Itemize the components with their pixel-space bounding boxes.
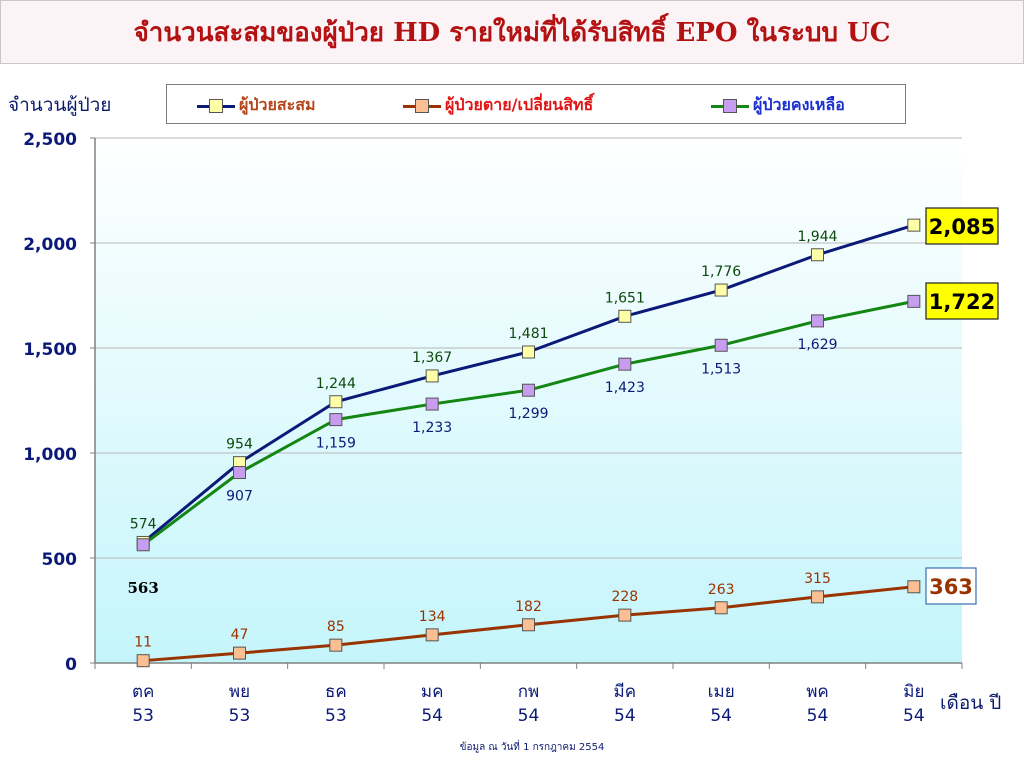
data-label-0: 1,244: [316, 376, 356, 392]
data-point-2: [425, 397, 439, 411]
data-label-1: 47: [231, 627, 249, 643]
legend-swatch: [197, 96, 235, 116]
end-value-box-2: [925, 282, 999, 320]
data-label-2: 1,233: [412, 420, 452, 436]
x-tick-label-year: 53: [325, 706, 347, 726]
y-tick-label: 1,000: [23, 445, 77, 465]
x-tick-label-year: 53: [132, 706, 154, 726]
end-value-label-0: 2,085: [929, 215, 995, 239]
data-label-2: 1,513: [701, 361, 741, 377]
data-point-2: [136, 538, 150, 552]
x-tick-label-month: พค: [806, 682, 829, 702]
data-point-1: [522, 618, 535, 632]
y-axis-title: จำนวนผู้ป่วย: [8, 94, 112, 116]
data-label-1: 11: [134, 635, 152, 651]
data-point-0: [714, 283, 728, 297]
x-tick-label-month: พย: [229, 682, 250, 702]
data-point-2: [907, 294, 921, 308]
data-label-2: 1,629: [797, 337, 837, 353]
data-point-2: [618, 357, 632, 371]
data-label-2: 1,159: [316, 436, 356, 452]
y-tick-label: 500: [42, 550, 78, 570]
data-label-0: 574: [130, 516, 157, 532]
data-point-1: [811, 590, 824, 604]
x-tick-label-month: มิย: [903, 682, 924, 702]
footnote: ข้อมูล ณ วันที่ 1 กรกฎาคม 2554: [459, 742, 605, 753]
data-label-1: 134: [419, 609, 446, 625]
x-tick-label-month: ธค: [325, 682, 347, 702]
data-point-2: [329, 413, 343, 427]
title-bar: [0, 0, 1024, 64]
legend-label: ผู้ป่วยตาย/เปลี่ยนสิทธิ์: [445, 95, 594, 114]
data-point-0: [811, 248, 824, 262]
data-point-1: [233, 646, 246, 660]
legend-label: ผู้ป่วยสะสม: [239, 95, 316, 114]
data-point-2: [714, 338, 728, 352]
x-tick-label-year: 54: [614, 706, 636, 726]
y-tick-label: 2,500: [23, 130, 77, 150]
y-tick-label: 0: [65, 655, 77, 675]
x-tick-label-month: มีค: [614, 682, 637, 702]
x-tick-label-month: มค: [421, 682, 444, 702]
data-label-1: 182: [515, 599, 542, 615]
x-tick-label-month: กพ: [518, 682, 540, 702]
legend-swatch: [403, 96, 441, 116]
data-point-2: [233, 466, 246, 480]
data-label-2: 563: [128, 579, 159, 597]
chart-title: จำนวนสะสมของผู้ป่วย HD รายใหม่ที่ได้รับส…: [133, 18, 891, 48]
data-point-1: [714, 601, 728, 615]
data-label-0: 1,367: [412, 350, 452, 366]
x-tick-label-month: เมย: [708, 682, 735, 702]
legend-item-remaining: ผู้ป่วยคงเหลือ: [711, 93, 845, 118]
end-value-box-0: [925, 207, 999, 245]
data-point-0: [522, 345, 535, 359]
x-tick-label-year: 54: [710, 706, 732, 726]
data-point-1: [136, 654, 150, 668]
data-label-0: 1,481: [508, 326, 548, 342]
data-label-0: 1,651: [605, 290, 645, 306]
data-point-0: [425, 369, 439, 383]
x-tick-label-year: 54: [807, 706, 829, 726]
data-point-0: [329, 395, 343, 409]
data-label-1: 85: [327, 619, 345, 635]
data-label-1: 228: [611, 589, 638, 605]
data-label-2: 1,423: [605, 380, 645, 396]
data-label-1: 315: [804, 571, 831, 587]
data-point-1: [329, 638, 343, 652]
x-axis-title: เดือน ปี: [940, 692, 1002, 714]
y-tick-label: 1,500: [23, 340, 77, 360]
data-point-1: [907, 580, 921, 594]
data-label-1: 263: [708, 582, 735, 598]
x-tick-label-year: 54: [518, 706, 540, 726]
end-value-label-2: 1,722: [929, 290, 995, 314]
data-point-0: [618, 309, 632, 323]
legend-item-died-changed: ผู้ป่วยตาย/เปลี่ยนสิทธิ์: [403, 93, 593, 118]
data-label-0: 1,944: [797, 229, 837, 245]
end-value-label-1: 363: [929, 575, 973, 599]
plot-area: [95, 138, 962, 663]
end-value-box-1: [925, 567, 977, 605]
x-tick-label-year: 54: [903, 706, 925, 726]
x-tick-label-year: 53: [229, 706, 251, 726]
legend-label: ผู้ป่วยคงเหลือ: [753, 95, 845, 114]
data-point-1: [618, 608, 632, 622]
data-label-0: 1,776: [701, 264, 741, 280]
data-label-0: 954: [226, 437, 253, 453]
x-tick-label-month: ตค: [132, 682, 154, 702]
y-tick-label: 2,000: [23, 235, 77, 255]
chart-legend: ผู้ป่วยสะสม ผู้ป่วยตาย/เปลี่ยนสิทธิ์ ผู้…: [166, 84, 906, 124]
data-point-1: [425, 628, 439, 642]
data-label-2: 1,299: [508, 406, 548, 422]
legend-item-cumulative: ผู้ป่วยสะสม: [197, 93, 316, 118]
data-label-2: 907: [226, 489, 253, 505]
data-point-0: [907, 218, 921, 232]
legend-swatch: [711, 96, 749, 116]
data-point-2: [522, 383, 535, 397]
x-tick-label-year: 54: [421, 706, 443, 726]
data-point-2: [811, 314, 824, 328]
